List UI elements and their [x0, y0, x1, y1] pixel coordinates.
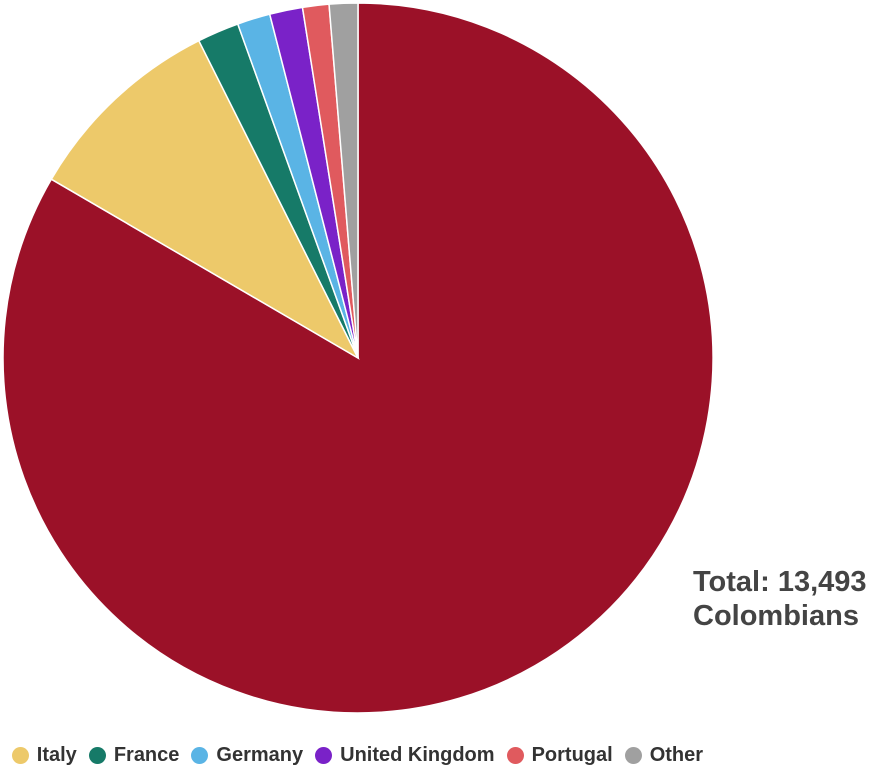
legend-item-germany[interactable]: Germany [191, 744, 303, 767]
legend-swatch-other [624, 746, 642, 764]
legend-item-portugal[interactable]: Portugal [506, 743, 613, 767]
legend-item-united-kingdom[interactable]: United Kingdom [315, 743, 495, 767]
pie-slice-other[interactable] [328, 2, 359, 359]
legend-item-france[interactable]: France [88, 743, 180, 767]
legend-swatch-germany [191, 746, 209, 764]
total-count-text: Total: 13,493 [693, 566, 867, 598]
total-unit-text: Colombians [693, 600, 859, 632]
legend-swatch-portugal [506, 746, 524, 764]
legend-item-italy[interactable]: Italy [11, 743, 77, 767]
total-annotation: Total: 13,493 Colombians [693, 565, 867, 633]
legend-label-italy: Italy [36, 743, 77, 766]
legend-swatch-france [88, 746, 106, 764]
legend-label-other: Other [649, 743, 704, 766]
legend-label-france: France [113, 743, 180, 766]
legend-label-united-kingdom: United Kingdom [340, 743, 495, 766]
pie-slice-italy[interactable] [50, 39, 360, 360]
legend-item-other[interactable]: Other [624, 743, 704, 767]
legend-swatch-united-kingdom [315, 746, 333, 764]
legend-swatch-italy [11, 746, 29, 764]
legend-label-germany: Germany [216, 743, 304, 766]
pie-slice-spain[interactable] [2, 2, 714, 714]
pie-slices [2, 2, 714, 714]
legend-label-portugal: Portugal [531, 743, 613, 766]
legend: in Italy France Germany United Kingdom P… [0, 742, 715, 768]
